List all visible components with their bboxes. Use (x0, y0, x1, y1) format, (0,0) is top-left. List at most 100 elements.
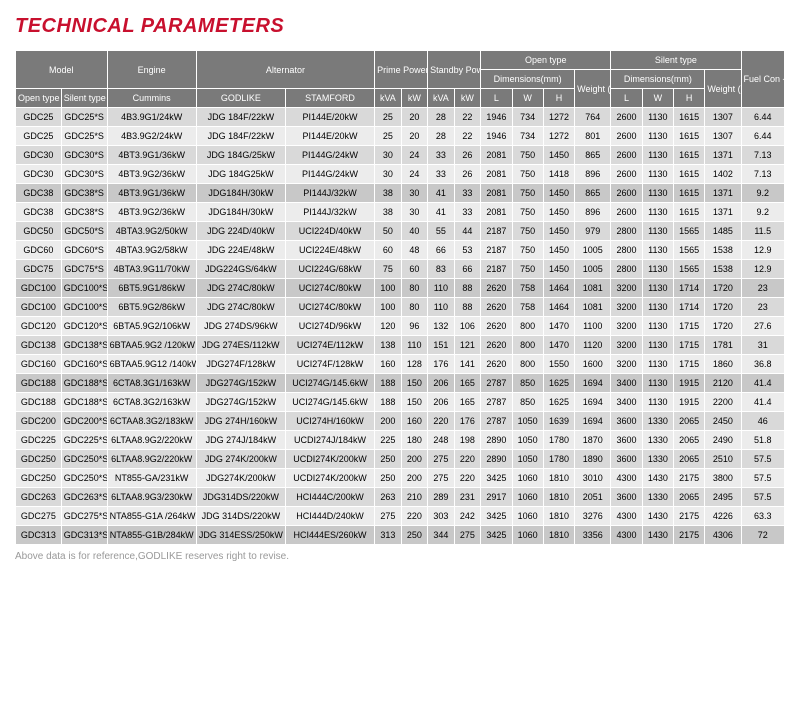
cell-god: JDG 274J/184kW (196, 431, 285, 450)
cell-stam: HCI444ES/260kW (285, 526, 374, 545)
cell-pkva: 75 (375, 260, 402, 279)
cell-sl: 2600 (611, 146, 642, 165)
cell-fc: 7.13 (741, 165, 784, 184)
cell-swt: 2490 (705, 431, 741, 450)
cell-ow: 1050 (512, 412, 543, 431)
hdr-pkw: kW (401, 89, 428, 108)
cell-sh: 1565 (674, 222, 705, 241)
cell-ol: 2081 (481, 184, 512, 203)
cell-skw: 231 (454, 488, 481, 507)
cell-stam: PI144J/32kW (285, 184, 374, 203)
page-title: TECHNICAL PARAMETERS (15, 15, 785, 38)
cell-sh: 1915 (674, 374, 705, 393)
cell-swt: 1538 (705, 260, 741, 279)
cell-swt: 2450 (705, 412, 741, 431)
cell-oh: 1450 (543, 203, 574, 222)
cell-st: GDC275*S (61, 507, 107, 526)
cell-pkva: 200 (375, 412, 402, 431)
cell-fc: 6.44 (741, 127, 784, 146)
cell-st: GDC225*S (61, 431, 107, 450)
cell-ol: 2787 (481, 374, 512, 393)
table-row: GDC200GDC200*S6CTAA8.3G2/183kWJDG 274H/1… (16, 412, 785, 431)
cell-skva: 206 (428, 393, 455, 412)
cell-sh: 2175 (674, 469, 705, 488)
cell-fc: 11.5 (741, 222, 784, 241)
cell-sh: 1565 (674, 241, 705, 260)
cell-god: JDG 184G/25kW (196, 146, 285, 165)
cell-stam: UCDI274K/200kW (285, 450, 374, 469)
cell-sh: 1565 (674, 260, 705, 279)
cell-skva: 275 (428, 450, 455, 469)
cell-eng: 4BT3.9G1/36kW (107, 184, 196, 203)
cell-sw: 1330 (642, 488, 673, 507)
cell-sw: 1130 (642, 260, 673, 279)
cell-st: GDC30*S (61, 146, 107, 165)
cell-ot: GDC138 (16, 336, 62, 355)
cell-ow: 1050 (512, 431, 543, 450)
table-row: GDC30GDC30*S4BT3.9G1/36kWJDG 184G/25kWPI… (16, 146, 785, 165)
cell-sh: 1615 (674, 165, 705, 184)
cell-st: GDC60*S (61, 241, 107, 260)
hdr-silent-dims: Dimensions(mm) (611, 70, 705, 89)
cell-eng: 4BT3.9G2/36kW (107, 203, 196, 222)
cell-fc: 9.2 (741, 203, 784, 222)
cell-ot: GDC313 (16, 526, 62, 545)
hdr-prime: Prime Power (375, 51, 428, 89)
cell-oh: 1450 (543, 222, 574, 241)
cell-st: GDC75*S (61, 260, 107, 279)
cell-fc: 9.2 (741, 184, 784, 203)
cell-sw: 1130 (642, 355, 673, 374)
cell-pkw: 200 (401, 469, 428, 488)
cell-sh: 1715 (674, 336, 705, 355)
table-row: GDC100GDC100*S6BT5.9G2/86kWJDG 274C/80kW… (16, 298, 785, 317)
cell-owt: 1694 (575, 374, 611, 393)
cell-stam: PI144E/20kW (285, 108, 374, 127)
cell-skw: 88 (454, 298, 481, 317)
hdr-oh: H (543, 89, 574, 108)
cell-oh: 1780 (543, 450, 574, 469)
cell-god: JDG274G/152kW (196, 374, 285, 393)
cell-st: GDC38*S (61, 184, 107, 203)
cell-pkva: 60 (375, 241, 402, 260)
cell-eng: 6BTAA5.9G12 /140kW (107, 355, 196, 374)
cell-god: JDG 184G25kW (196, 165, 285, 184)
cell-sh: 1615 (674, 108, 705, 127)
cell-skw: 220 (454, 450, 481, 469)
cell-skw: 88 (454, 279, 481, 298)
table-row: GDC60GDC60*S4BTA3.9G2/58kWJDG 224E/48kWU… (16, 241, 785, 260)
cell-fc: 31 (741, 336, 784, 355)
cell-skva: 28 (428, 108, 455, 127)
cell-owt: 1005 (575, 260, 611, 279)
cell-oh: 1639 (543, 412, 574, 431)
cell-oh: 1464 (543, 279, 574, 298)
cell-pkva: 38 (375, 184, 402, 203)
cell-st: GDC120*S (61, 317, 107, 336)
table-row: GDC100GDC100*S6BT5.9G1/86kWJDG 274C/80kW… (16, 279, 785, 298)
cell-sl: 3600 (611, 450, 642, 469)
cell-pkw: 96 (401, 317, 428, 336)
cell-sw: 1130 (642, 146, 673, 165)
cell-god: JDG314DS/220kW (196, 488, 285, 507)
cell-pkw: 180 (401, 431, 428, 450)
cell-sl: 3600 (611, 488, 642, 507)
cell-pkw: 24 (401, 165, 428, 184)
cell-stam: UCI274H/160kW (285, 412, 374, 431)
cell-sl: 3600 (611, 431, 642, 450)
cell-st: GDC100*S (61, 279, 107, 298)
cell-owt: 896 (575, 165, 611, 184)
cell-st: GDC100*S (61, 298, 107, 317)
cell-god: JDG224GS/64kW (196, 260, 285, 279)
cell-swt: 3800 (705, 469, 741, 488)
hdr-silent-type: Silent type (61, 89, 107, 108)
cell-owt: 1600 (575, 355, 611, 374)
cell-ot: GDC60 (16, 241, 62, 260)
cell-sl: 3200 (611, 279, 642, 298)
cell-sw: 1130 (642, 184, 673, 203)
cell-ol: 2187 (481, 241, 512, 260)
cell-skva: 83 (428, 260, 455, 279)
cell-sh: 1915 (674, 393, 705, 412)
cell-pkva: 100 (375, 279, 402, 298)
cell-skva: 66 (428, 241, 455, 260)
cell-skva: 206 (428, 374, 455, 393)
cell-ol: 2890 (481, 431, 512, 450)
